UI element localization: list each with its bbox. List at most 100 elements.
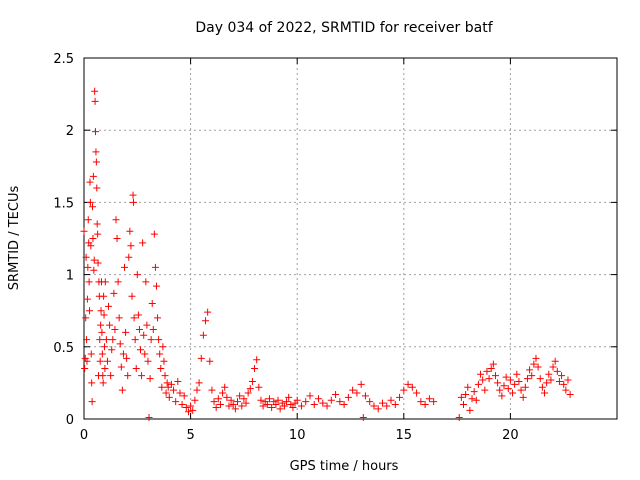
data-point — [383, 402, 391, 410]
data-point — [100, 343, 108, 351]
data-point — [103, 357, 111, 365]
data-point — [150, 230, 158, 238]
data-point — [327, 396, 335, 404]
data-point — [133, 271, 141, 279]
data-point — [212, 403, 220, 411]
data-point — [553, 367, 561, 375]
data-point — [536, 375, 544, 383]
data-point — [547, 376, 555, 384]
data-point — [251, 364, 259, 372]
data-point — [193, 386, 201, 394]
data-point — [162, 389, 170, 397]
data-point — [81, 354, 89, 362]
chart-title: Day 034 of 2022, SRMTID for receiver bat… — [195, 20, 493, 36]
data-point — [98, 350, 106, 358]
data-point — [117, 363, 125, 371]
data-point — [101, 278, 109, 286]
data-point — [340, 401, 348, 409]
data-point — [160, 357, 168, 365]
data-point — [216, 401, 224, 409]
data-point — [370, 402, 378, 410]
data-point — [136, 346, 144, 354]
data-point — [246, 385, 254, 393]
data-point — [80, 227, 88, 235]
data-point — [174, 377, 182, 385]
data-point — [89, 235, 97, 242]
y-axis-label: SRMTID / TECUs — [7, 186, 22, 291]
data-point — [195, 379, 203, 387]
data-point — [532, 354, 540, 362]
data-point — [349, 386, 357, 394]
data-point — [170, 386, 178, 394]
data-point — [551, 357, 559, 365]
data-point — [468, 395, 476, 403]
data-point — [323, 402, 331, 410]
data-point — [197, 354, 205, 362]
x-tick-label: 10 — [289, 428, 306, 443]
data-point — [374, 405, 382, 413]
data-point — [158, 383, 166, 391]
data-point — [106, 321, 114, 329]
data-point — [142, 278, 150, 286]
data-point — [88, 398, 96, 406]
data-point — [259, 402, 267, 410]
data-point — [96, 357, 104, 365]
data-point — [494, 379, 502, 387]
data-point — [231, 405, 239, 413]
data-point — [105, 302, 113, 310]
data-point — [99, 372, 107, 380]
data-point — [86, 307, 94, 315]
data-point — [400, 386, 408, 394]
data-point — [223, 393, 231, 401]
data-point — [100, 311, 108, 319]
data-point — [483, 367, 491, 375]
data-point — [184, 408, 192, 416]
data-point — [541, 389, 549, 397]
data-point — [487, 364, 495, 372]
data-point — [121, 263, 129, 271]
data-point — [549, 363, 557, 371]
data-point — [126, 227, 134, 235]
data-point — [83, 357, 91, 365]
data-point — [315, 395, 323, 403]
data-point — [523, 375, 531, 383]
data-point — [91, 97, 99, 105]
data-point — [94, 259, 102, 267]
data-point — [114, 278, 122, 286]
data-point — [421, 401, 429, 409]
data-point — [157, 364, 165, 372]
data-point — [302, 398, 310, 406]
data-point — [297, 402, 305, 410]
data-point — [131, 336, 139, 344]
data-point — [489, 360, 497, 368]
data-point — [138, 372, 146, 380]
data-point — [191, 396, 199, 404]
data-point — [93, 184, 101, 192]
data-point — [502, 373, 510, 381]
data-point — [163, 379, 171, 387]
y-tick-label: 2 — [66, 124, 74, 139]
data-point — [187, 402, 195, 410]
data-point — [180, 392, 188, 400]
data-point — [102, 336, 110, 344]
grid-lines — [84, 58, 617, 419]
data-point — [214, 395, 222, 403]
data-point — [87, 350, 95, 358]
data-point — [115, 314, 123, 322]
data-point — [555, 377, 563, 385]
data-point — [404, 380, 412, 388]
data-point — [530, 360, 538, 368]
data-point — [366, 398, 374, 406]
data-points — [80, 87, 574, 422]
data-point — [155, 336, 163, 344]
data-point — [472, 396, 480, 404]
data-point — [111, 325, 119, 333]
data-point — [140, 331, 148, 339]
data-point — [408, 383, 416, 391]
data-point — [152, 282, 160, 290]
data-point — [255, 383, 263, 391]
data-point — [122, 328, 130, 336]
data-point — [204, 308, 212, 316]
data-point — [97, 321, 105, 329]
